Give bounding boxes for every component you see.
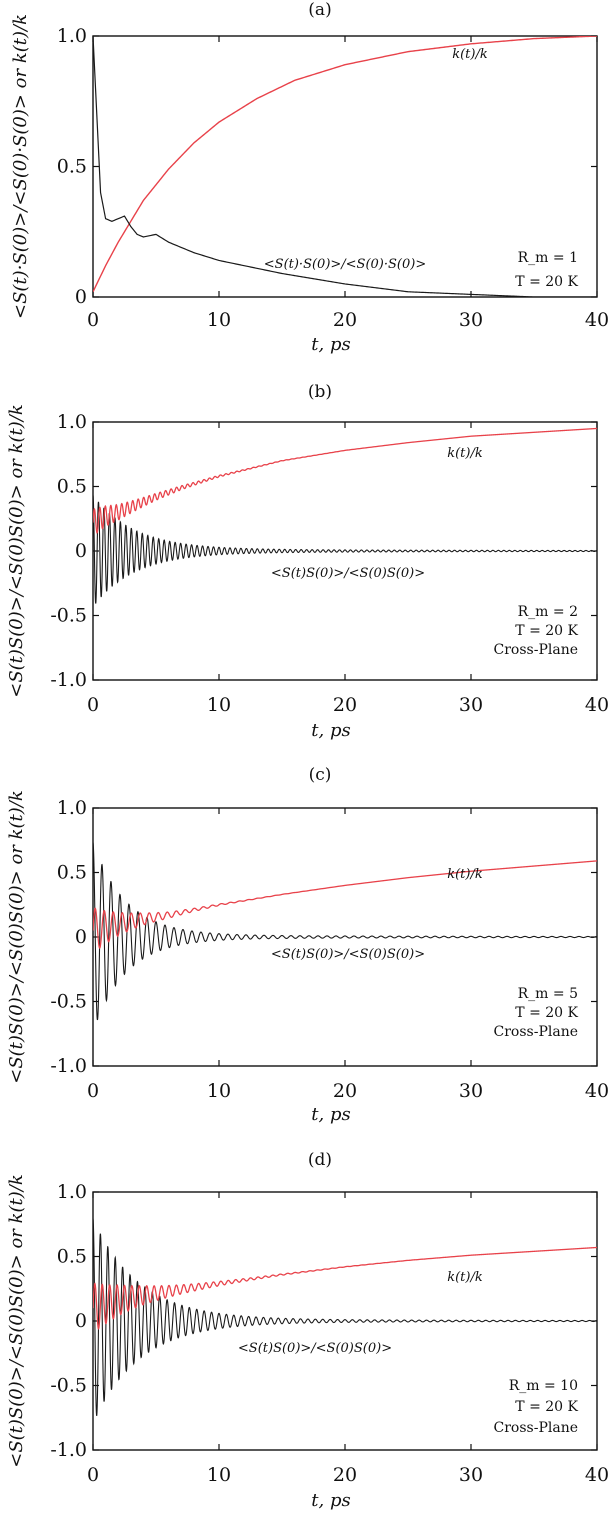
- x-tick-label: 40: [585, 309, 609, 331]
- y-tick-label: -0.5: [50, 605, 87, 627]
- y-tick-label: -1.0: [50, 669, 87, 691]
- x-tick-label: 10: [207, 1080, 231, 1102]
- curve-label-correlation: <S(t)S(0)>/<S(0)S(0)>: [238, 1341, 392, 1356]
- x-tick-label: 20: [333, 1080, 357, 1102]
- x-tick-label: 30: [459, 1080, 483, 1102]
- x-tick-label: 20: [333, 694, 357, 716]
- y-tick-label: 1.0: [57, 25, 87, 47]
- y-tick-label: 1.0: [57, 1181, 87, 1203]
- chart-panel-b: (b) 0 10 20 30 40 -1.0 -0.5 0 0.5 1.0 t, ps <S(t)S(0…: [6, 382, 609, 741]
- y-tick-label: 0.5: [57, 476, 87, 498]
- x-tick-label: 20: [333, 309, 357, 331]
- correlation-series: [93, 495, 597, 604]
- y-tick-label: 0.5: [57, 862, 87, 884]
- x-axis-label: t, ps: [311, 720, 350, 741]
- y-tick-label: 0.5: [57, 156, 87, 178]
- y-axis-label: <S(t)S(0)>/<S(0)S(0)> or k(t)/k: [6, 404, 27, 698]
- conductivity-series: [93, 861, 597, 948]
- panel-label: (c): [309, 765, 332, 785]
- curve-label-correlation: <S(t)S(0)>/<S(0)S(0)>: [271, 566, 425, 581]
- x-tick-label: 40: [585, 1080, 609, 1102]
- x-tick-label: 20: [333, 1464, 357, 1486]
- info-annotation: Cross-Plane: [494, 1420, 578, 1436]
- y-axis-label: <S(t)·S(0)>/<S(0)·S(0)> or k(t)/k: [10, 14, 31, 319]
- info-annotation: R_m = 10: [509, 1378, 578, 1394]
- panel-label: (a): [308, 0, 331, 20]
- info-annotation: T = 20 K: [515, 274, 578, 290]
- info-annotation: T = 20 K: [515, 623, 578, 639]
- curve-label-correlation: <S(t)S(0)>/<S(0)S(0)>: [271, 947, 425, 962]
- x-tick-label: 0: [87, 694, 99, 716]
- x-tick-label: 0: [87, 1080, 99, 1102]
- x-tick-label: 30: [459, 1464, 483, 1486]
- curve-label-conductivity: k(t)/k: [452, 47, 488, 62]
- y-tick-label: 0: [75, 1310, 87, 1332]
- chart-panel-d: (d) 0 10 20 30 40 -1.0 -0.5 0 0.5 1.0 t, ps <S(t)S(0…: [6, 1150, 609, 1511]
- chart-panel-c: (c) 0 10 20 30 40 -1.0 -0.5 0 0.5 1.0 t, ps <S(t)S(0…: [6, 765, 609, 1125]
- info-annotation: R_m = 2: [518, 604, 578, 620]
- x-tick-label: 0: [87, 309, 99, 331]
- x-axis-label: t, ps: [311, 1490, 350, 1511]
- x-tick-label: 0: [87, 1464, 99, 1486]
- y-tick-label: 1.0: [57, 411, 87, 433]
- y-axis-label: <S(t)S(0)>/<S(0)S(0)> or k(t)/k: [6, 790, 27, 1084]
- y-tick-label: -1.0: [50, 1055, 87, 1077]
- x-tick-label: 10: [207, 694, 231, 716]
- y-axis-label: <S(t)S(0)>/<S(0)S(0)> or k(t)/k: [6, 1174, 27, 1468]
- info-annotation: Cross-Plane: [494, 642, 578, 658]
- curve-label-conductivity: k(t)/k: [447, 867, 483, 882]
- y-tick-label: 0: [75, 286, 87, 308]
- curve-label-conductivity: k(t)/k: [447, 446, 483, 461]
- x-tick-label: 30: [459, 309, 483, 331]
- x-tick-label: 10: [207, 309, 231, 331]
- info-annotation: R_m = 1: [518, 250, 578, 266]
- chart-panel-a: (a) 0 10 20 30 40 0 0.5 1.0 t, ps <S(t)·S(0)>/<S(0…: [10, 0, 609, 355]
- curve-label-conductivity: k(t)/k: [447, 1270, 483, 1285]
- panel-label: (b): [308, 382, 332, 402]
- x-tick-label: 40: [585, 694, 609, 716]
- info-annotation: T = 20 K: [515, 1399, 578, 1415]
- x-axis-label: t, ps: [311, 334, 350, 355]
- x-tick-label: 10: [207, 1464, 231, 1486]
- curve-label-correlation: <S(t)·S(0)>/<S(0)·S(0)>: [264, 257, 426, 272]
- info-annotation: T = 20 K: [515, 1005, 578, 1021]
- x-axis-label: t, ps: [311, 1104, 350, 1125]
- panel-label: (d): [308, 1150, 332, 1170]
- x-tick-label: 40: [585, 1464, 609, 1486]
- info-annotation: Cross-Plane: [494, 1024, 578, 1040]
- y-tick-label: -1.0: [50, 1439, 87, 1461]
- y-tick-label: 0.5: [57, 1246, 87, 1268]
- y-tick-label: 1.0: [57, 797, 87, 819]
- conductivity-series: [93, 428, 597, 532]
- y-tick-label: -0.5: [50, 991, 87, 1013]
- info-annotation: R_m = 5: [518, 986, 578, 1002]
- y-tick-label: -0.5: [50, 1375, 87, 1397]
- y-tick-label: 0: [75, 540, 87, 562]
- x-tick-label: 30: [459, 694, 483, 716]
- y-tick-label: 0: [75, 926, 87, 948]
